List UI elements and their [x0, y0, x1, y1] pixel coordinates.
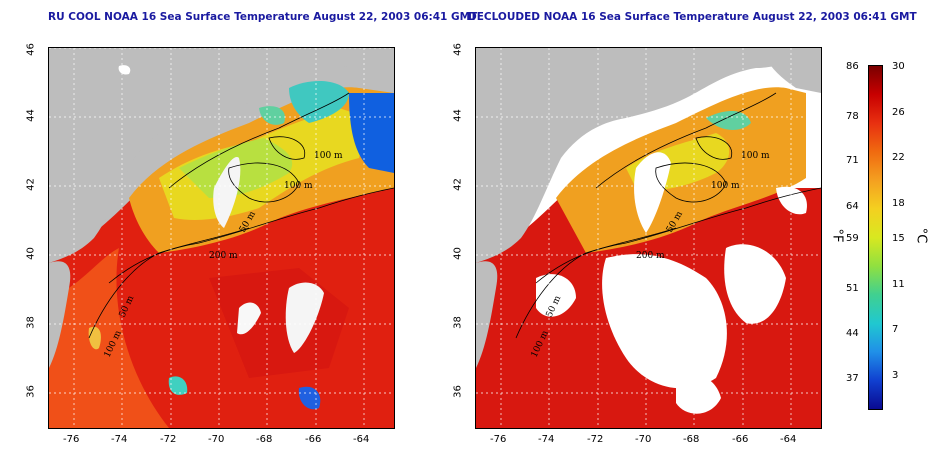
contour-label: 200 m [636, 251, 665, 261]
contour-label: 100 m [284, 181, 313, 191]
y-tick: 42 [25, 178, 37, 191]
celsius-tick: 7 [892, 324, 899, 335]
panel-title-left: RU COOL NOAA 16 Sea Surface Temperature … [48, 11, 478, 23]
y-tick: 40 [25, 247, 37, 260]
celsius-tick: 26 [892, 107, 905, 118]
contour-label: 200 m [209, 251, 238, 261]
panel-title-right: DECLOUDED NOAA 16 Sea Surface Temperatur… [468, 11, 917, 23]
y-tick: 44 [452, 109, 464, 122]
y-tick: 46 [25, 43, 37, 56]
x-tick: -76 [490, 434, 507, 445]
x-tick: -72 [160, 434, 177, 445]
y-tick: 38 [25, 316, 37, 329]
x-tick: -68 [683, 434, 700, 445]
celsius-tick: 11 [892, 279, 905, 290]
x-tick: -70 [635, 434, 652, 445]
celsius-tick: 15 [892, 233, 905, 244]
x-tick: -66 [305, 434, 322, 445]
celsius-tick: 3 [892, 370, 899, 381]
celsius-tick: 30 [892, 61, 905, 72]
celsius-unit-label: °C [913, 227, 929, 244]
x-tick: -68 [256, 434, 273, 445]
fahrenheit-tick: 86 [846, 61, 859, 72]
contour-label: 100 m [741, 151, 770, 161]
y-tick: 42 [452, 178, 464, 191]
celsius-tick: 18 [892, 198, 905, 209]
fahrenheit-tick: 71 [846, 155, 859, 166]
y-tick: 36 [452, 385, 464, 398]
fahrenheit-unit-label: °F [829, 228, 845, 243]
x-tick: -74 [111, 434, 128, 445]
x-tick: -76 [63, 434, 80, 445]
x-tick: -64 [353, 434, 370, 445]
fahrenheit-tick: 59 [846, 233, 859, 244]
fahrenheit-tick: 37 [846, 373, 859, 384]
y-tick: 40 [452, 247, 464, 260]
fahrenheit-tick: 78 [846, 111, 859, 122]
x-tick: -70 [208, 434, 225, 445]
y-tick: 46 [452, 43, 464, 56]
fahrenheit-tick: 64 [846, 201, 859, 212]
x-tick: -64 [780, 434, 797, 445]
fahrenheit-tick: 51 [846, 283, 859, 294]
y-tick: 38 [452, 316, 464, 329]
contour-label: 100 m [314, 151, 343, 161]
x-tick: -72 [587, 434, 604, 445]
sst-map-raw: 100 m 100 m 50 m 200 m 50 m 100 m [48, 47, 395, 429]
x-tick: -66 [732, 434, 749, 445]
contour-label: 100 m [711, 181, 740, 191]
fahrenheit-tick: 44 [846, 328, 859, 339]
sst-map-declouded: 100 m 100 m 50 m 200 m 50 m 100 m [475, 47, 822, 429]
y-tick: 44 [25, 109, 37, 122]
celsius-tick: 22 [892, 152, 905, 163]
x-tick: -74 [538, 434, 555, 445]
y-tick: 36 [25, 385, 37, 398]
temperature-colorbar [868, 65, 883, 410]
